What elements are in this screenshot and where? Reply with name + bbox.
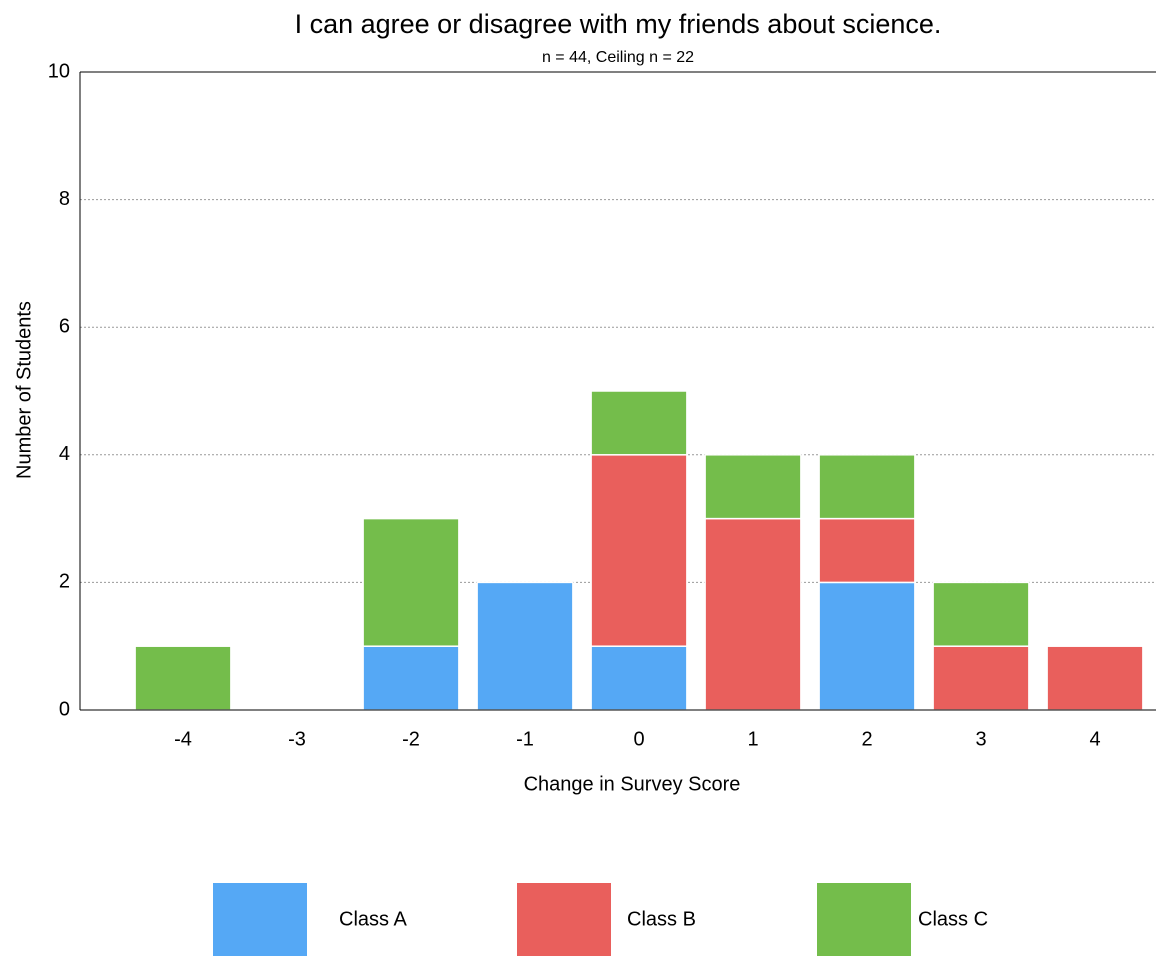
bar-segment	[134, 645, 232, 711]
y-tick-label: 6	[59, 315, 70, 337]
y-tick-label: 10	[48, 60, 70, 82]
x-tick-label: 0	[633, 728, 644, 750]
legend-swatch	[817, 883, 911, 956]
x-tick-label: 1	[747, 728, 758, 750]
bar-segment	[704, 454, 802, 520]
legend-label: Class B	[627, 908, 696, 930]
legend-label: Class C	[918, 908, 988, 930]
bar-segment	[362, 645, 460, 711]
bar-segment	[818, 517, 916, 584]
legend-label: Class A	[339, 908, 407, 930]
y-tick-label: 0	[59, 698, 70, 720]
bar-segment	[362, 517, 460, 647]
chart-subtitle: n = 44, Ceiling n = 22	[542, 49, 694, 66]
bar-segment	[590, 645, 688, 711]
y-axis-label: Number of Students	[13, 301, 35, 479]
y-tick-label: 2	[59, 571, 70, 593]
x-tick-label: -1	[516, 728, 534, 750]
bar-segment	[818, 581, 916, 711]
bar-segment	[932, 645, 1030, 711]
x-tick-label: -4	[174, 728, 192, 750]
x-tick-label: -3	[288, 728, 306, 750]
x-tick-label: -2	[402, 728, 420, 750]
bar-segment	[476, 581, 574, 711]
bar-segment	[704, 517, 802, 711]
bar-segment	[1046, 645, 1144, 711]
y-tick-label: 8	[59, 188, 70, 210]
bar-segment	[932, 581, 1030, 647]
bar-segment	[590, 454, 688, 647]
bar-segment	[590, 390, 688, 456]
legend-swatch	[517, 883, 611, 956]
y-tick-label: 4	[59, 443, 70, 465]
bar-segment	[818, 454, 916, 520]
x-tick-label: 3	[975, 728, 986, 750]
x-tick-label: 2	[861, 728, 872, 750]
x-axis-label: Change in Survey Score	[524, 773, 741, 795]
x-tick-label: 4	[1089, 728, 1100, 750]
legend-swatch	[213, 883, 307, 956]
chart-title: I can agree or disagree with my friends …	[295, 9, 942, 39]
